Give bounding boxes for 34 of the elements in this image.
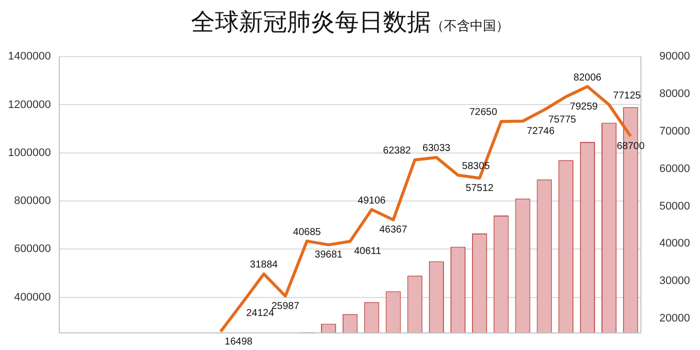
data-label: 31884 [250,260,278,271]
data-label: 82006 [574,72,602,84]
y2-tick-label: 30000 [659,275,690,288]
data-label: 40685 [293,226,322,238]
chart-subtitle: （不含中国） [431,19,509,34]
y2-tick-label: 90000 [659,50,690,63]
y2-tick-label: 50000 [659,200,690,212]
data-label: 63033 [422,143,451,154]
data-label: 77125 [613,90,642,102]
data-label: 75775 [548,114,577,126]
y2-tick-label: 70000 [659,125,690,138]
y2-tick-label: 40000 [659,238,690,250]
y-tick-label: 800000 [14,195,51,208]
data-label: 62382 [383,146,412,157]
y2-tick-label: 60000 [659,162,690,175]
data-label: 49106 [358,195,386,206]
y-tick-label: 400000 [14,291,51,304]
data-label: 24124 [246,308,274,319]
data-label: 72746 [526,126,555,137]
y2-tick-label: 20000 [659,312,690,324]
y2-tick-label: 80000 [659,88,690,100]
chart-title: 全球新冠肺炎每日数据 [191,8,431,36]
data-label: 40611 [354,246,382,258]
y-tick-label: 1000000 [8,146,51,159]
data-label: 79259 [570,102,598,113]
y-tick-label: 1400000 [8,50,51,63]
data-label: 72650 [469,107,498,118]
y-tick-label: 600000 [14,243,51,256]
data-label: 16498 [224,336,253,348]
data-label: 57512 [466,182,494,194]
y-tick-label: 1200000 [8,98,51,111]
data-label: 39681 [314,250,343,261]
data-label: 68700 [616,141,645,152]
data-label: 46367 [379,224,408,236]
